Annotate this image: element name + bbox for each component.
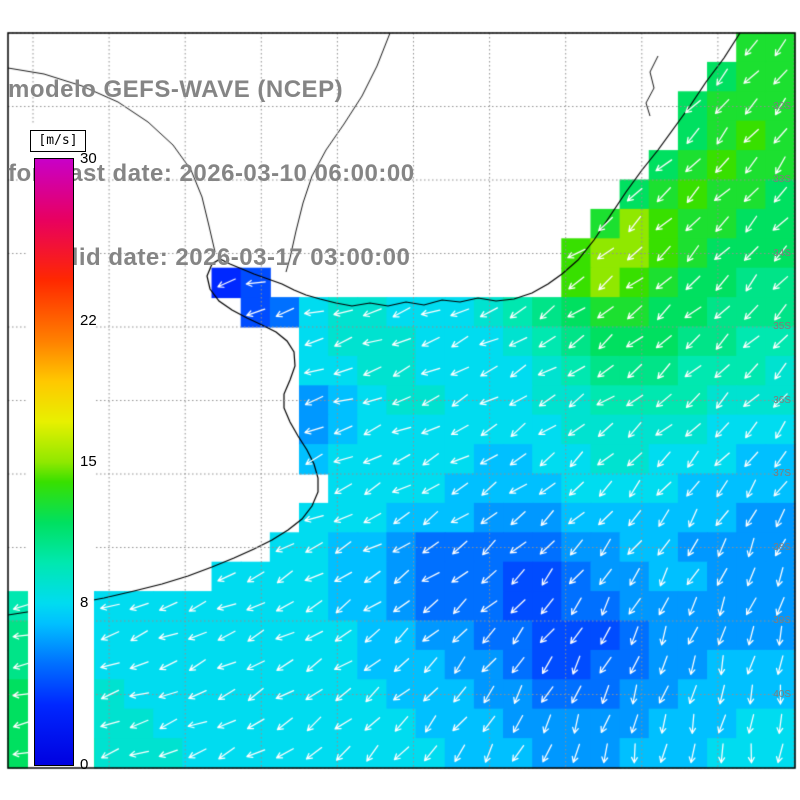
colorbar-tick-8: 8 <box>80 594 89 611</box>
lat-label: 40S <box>773 688 791 700</box>
lat-label: 34S <box>773 247 791 259</box>
lat-label: 38S <box>773 541 791 553</box>
lat-label: 32S <box>773 100 791 112</box>
lat-label: 36S <box>773 394 791 406</box>
colorbar-tick-22: 22 <box>80 312 97 329</box>
colorbar-gradient-bar <box>34 158 74 766</box>
lat-label: 39S <box>773 615 791 626</box>
colorbar-tick-0: 0 <box>80 756 89 773</box>
colorbar: [m/s] 30 22 15 8 0 <box>30 130 100 780</box>
lat-label: 33S <box>773 174 791 185</box>
colorbar-unit-label: [m/s] <box>30 130 86 152</box>
lat-label: 37S <box>773 468 791 479</box>
colorbar-tick-15: 15 <box>80 453 97 470</box>
lat-label: 35S <box>773 321 791 332</box>
model-title: modelo GEFS-WAVE (NCEP) <box>8 76 344 103</box>
colorbar-tick-30: 30 <box>80 150 97 167</box>
